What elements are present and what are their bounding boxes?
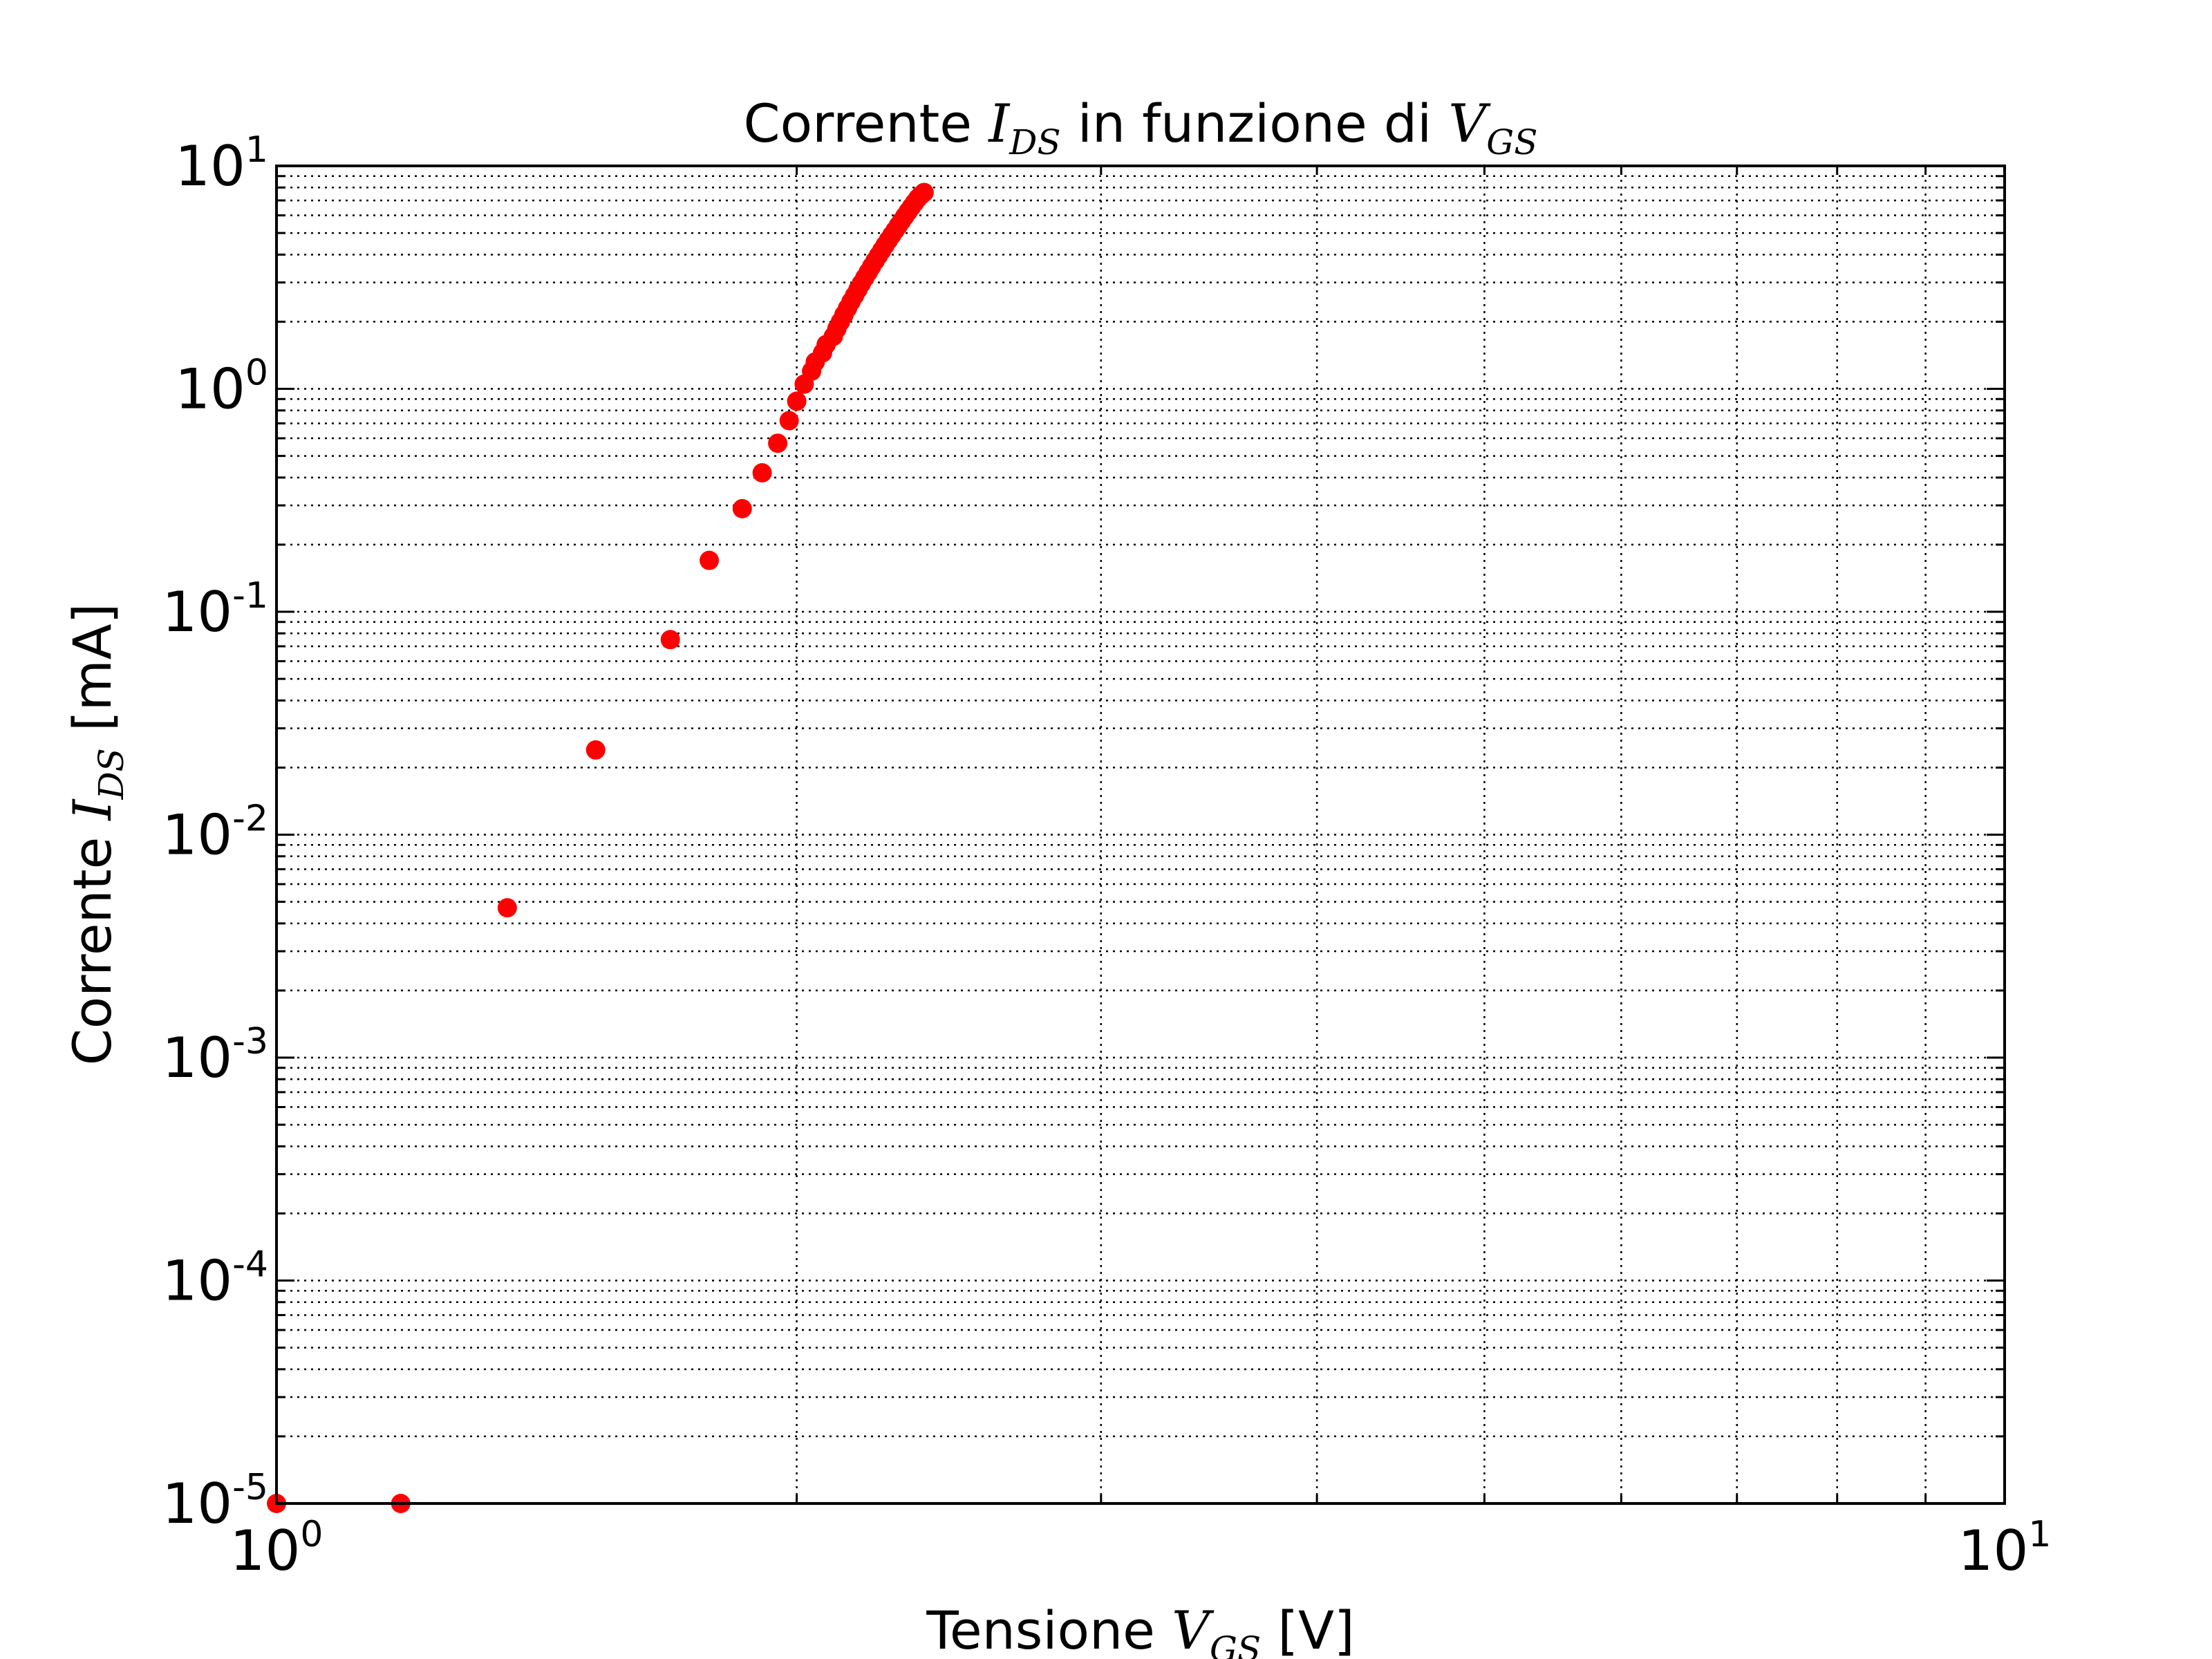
y-label-subscript: DS: [91, 748, 131, 800]
data-point: [779, 411, 799, 431]
y-tick-label: 10-2: [162, 798, 268, 868]
title-symbol-voltage: V: [1448, 93, 1491, 154]
y-tick-label: 10-3: [162, 1021, 268, 1090]
y-tick-label: 101: [175, 129, 268, 198]
x-label-symbol: V: [1172, 1600, 1215, 1659]
y-tick-label: 10-4: [162, 1244, 268, 1313]
x-label-suffix: [V]: [1261, 1600, 1354, 1659]
data-points: [267, 182, 934, 1513]
data-point: [497, 898, 517, 918]
grid: [275, 165, 2006, 1505]
y-label-prefix: Corrente: [62, 821, 123, 1066]
x-label-subscript: GS: [1210, 1629, 1261, 1659]
data-point: [585, 740, 606, 760]
data-point: [732, 498, 752, 518]
plot-frame: [275, 165, 2006, 1505]
chart-title: Corrente IDS in funzione di VGS: [744, 93, 1538, 162]
y-tick-label: 100: [175, 353, 268, 422]
data-point: [914, 182, 934, 203]
x-tick-label: 101: [1958, 1514, 2052, 1583]
y-axis-label: Corrente IDS [mA]: [62, 603, 131, 1066]
data-point: [700, 550, 720, 570]
title-subscript-current: DS: [1009, 122, 1060, 162]
y-tick-label: 10-1: [162, 575, 268, 644]
y-label-symbol: I: [62, 798, 123, 822]
y-tick-label: 10-5: [162, 1467, 268, 1536]
x-label-prefix: Tensione: [926, 1600, 1172, 1659]
x-tick-label: 100: [230, 1514, 324, 1583]
x-axis-label: Tensione VGS [V]: [926, 1600, 1354, 1659]
data-point: [768, 433, 788, 453]
data-point: [752, 463, 772, 483]
data-point: [787, 391, 807, 411]
title-subscript-voltage: GS: [1486, 122, 1537, 162]
ticks: 100 101 101 100 10-1 10-2 10-3 10-4 10-5: [162, 129, 2051, 1583]
y-label-suffix: [mA]: [62, 603, 123, 748]
data-point: [660, 630, 680, 650]
title-symbol-current: I: [987, 93, 1011, 154]
title-middle: in funzione di: [1061, 93, 1449, 154]
title-prefix: Corrente: [744, 93, 989, 154]
